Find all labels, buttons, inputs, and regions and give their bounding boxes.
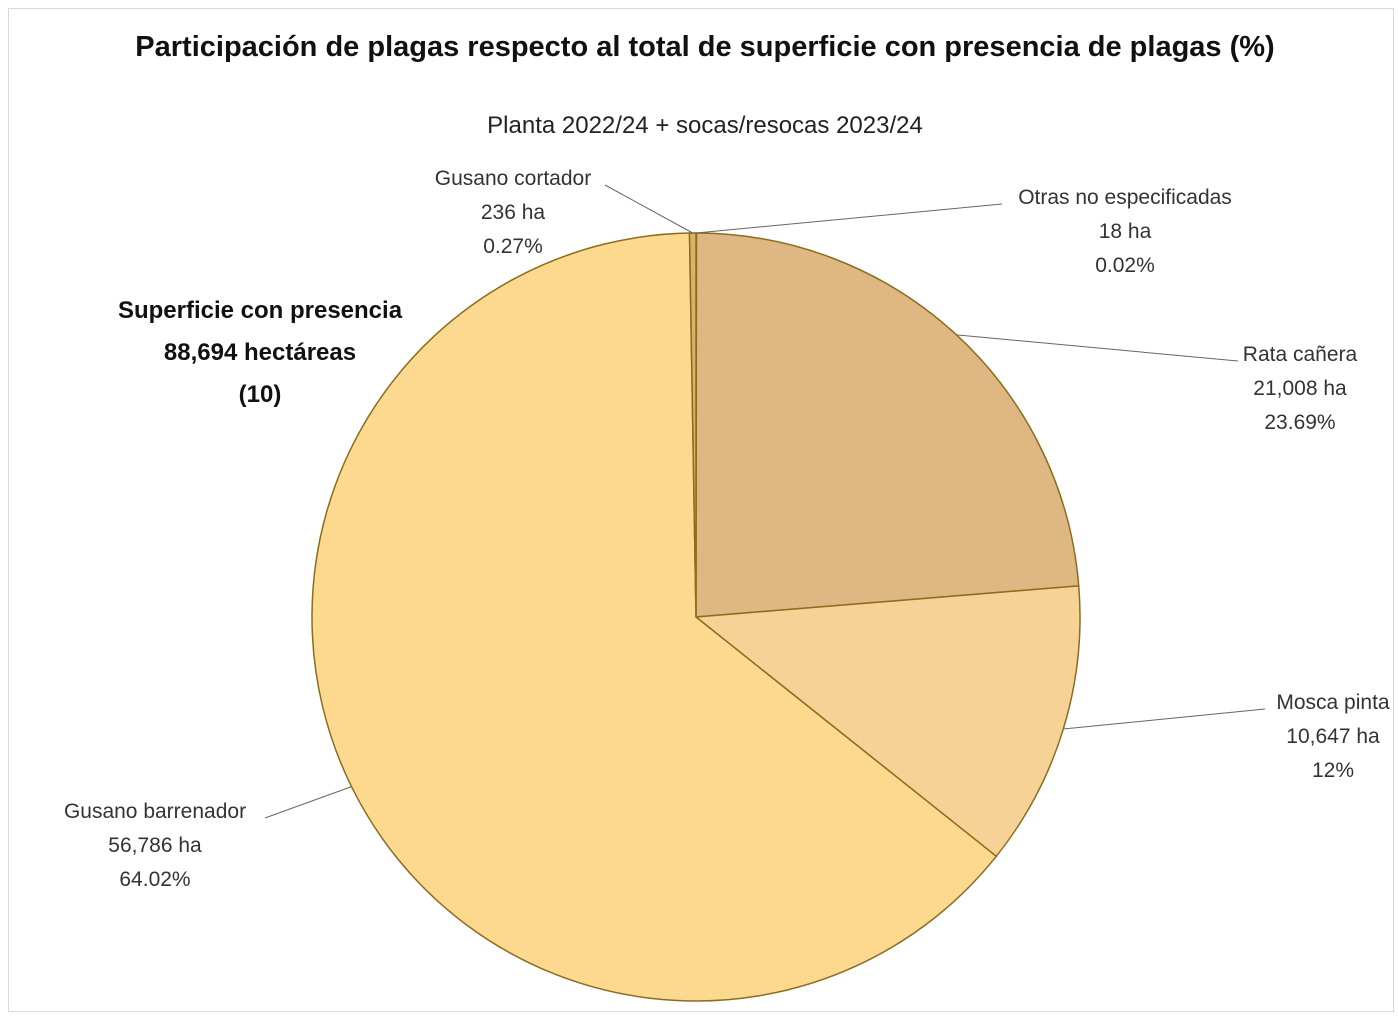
slice-label-area: 236 ha: [481, 201, 546, 224]
pie-slices: [311, 232, 1081, 1002]
slice-label-area: 21,008 ha: [1253, 377, 1347, 400]
total-surface-note: Superficie con presencia 88,694 hectárea…: [70, 290, 450, 416]
slice-label-percent: 64.02%: [119, 868, 190, 891]
pie-slice-gusano-barrenador: [311, 232, 998, 1002]
slice-label-name: Rata cañera: [1243, 343, 1358, 366]
slice-label: Mosca pinta 10,647 ha 12%: [1276, 691, 1390, 782]
slice-labels: Otras no especificadas 18 ha 0.02% Rata cañ…: [64, 167, 1390, 891]
note-line-1: Superficie con presencia: [117, 297, 403, 324]
leader-line: [604, 184, 693, 234]
slice-label: Gusano cortador 236 ha 0.27%: [435, 167, 591, 258]
chart-subtitle: Planta 2022/24 + socas/resocas 2023/24: [487, 112, 923, 139]
slice-label-name: Gusano barrenador: [64, 800, 246, 823]
slice-label-area: 18 ha: [1099, 220, 1152, 243]
slice-label-name: Mosca pinta: [1276, 691, 1390, 714]
slice-label: Rata cañera 21,008 ha 23.69%: [1243, 343, 1358, 434]
slice-label: Gusano barrenador 56,786 ha 64.02%: [64, 800, 246, 891]
pie-slice-gusano-cortador: [688, 232, 697, 618]
slice-label-name: Otras no especificadas: [1018, 186, 1232, 209]
slice-label: Otras no especificadas 18 ha 0.02%: [1018, 186, 1232, 277]
slice-label-percent: 23.69%: [1264, 411, 1335, 434]
slice-label-name: Gusano cortador: [435, 167, 591, 190]
note-line-3: (10): [238, 381, 282, 408]
slice-label-percent: 0.27%: [483, 235, 543, 258]
slice-label-area: 10,647 ha: [1286, 725, 1380, 748]
leader-line: [696, 203, 1003, 234]
slice-label-area: 56,786 ha: [108, 834, 202, 857]
slice-label-percent: 0.02%: [1095, 254, 1155, 277]
leader-line: [264, 786, 352, 819]
note-line-2: 88,694 hectáreas: [163, 339, 357, 366]
leader-line: [956, 334, 1239, 362]
leader-lines: [264, 184, 1266, 819]
pie-slice-rata-ca-era: [695, 232, 1080, 618]
chart-title: Participación de plagas respecto al tota…: [135, 31, 1275, 63]
slice-label-percent: 12%: [1312, 759, 1354, 782]
leader-line: [1063, 708, 1266, 730]
